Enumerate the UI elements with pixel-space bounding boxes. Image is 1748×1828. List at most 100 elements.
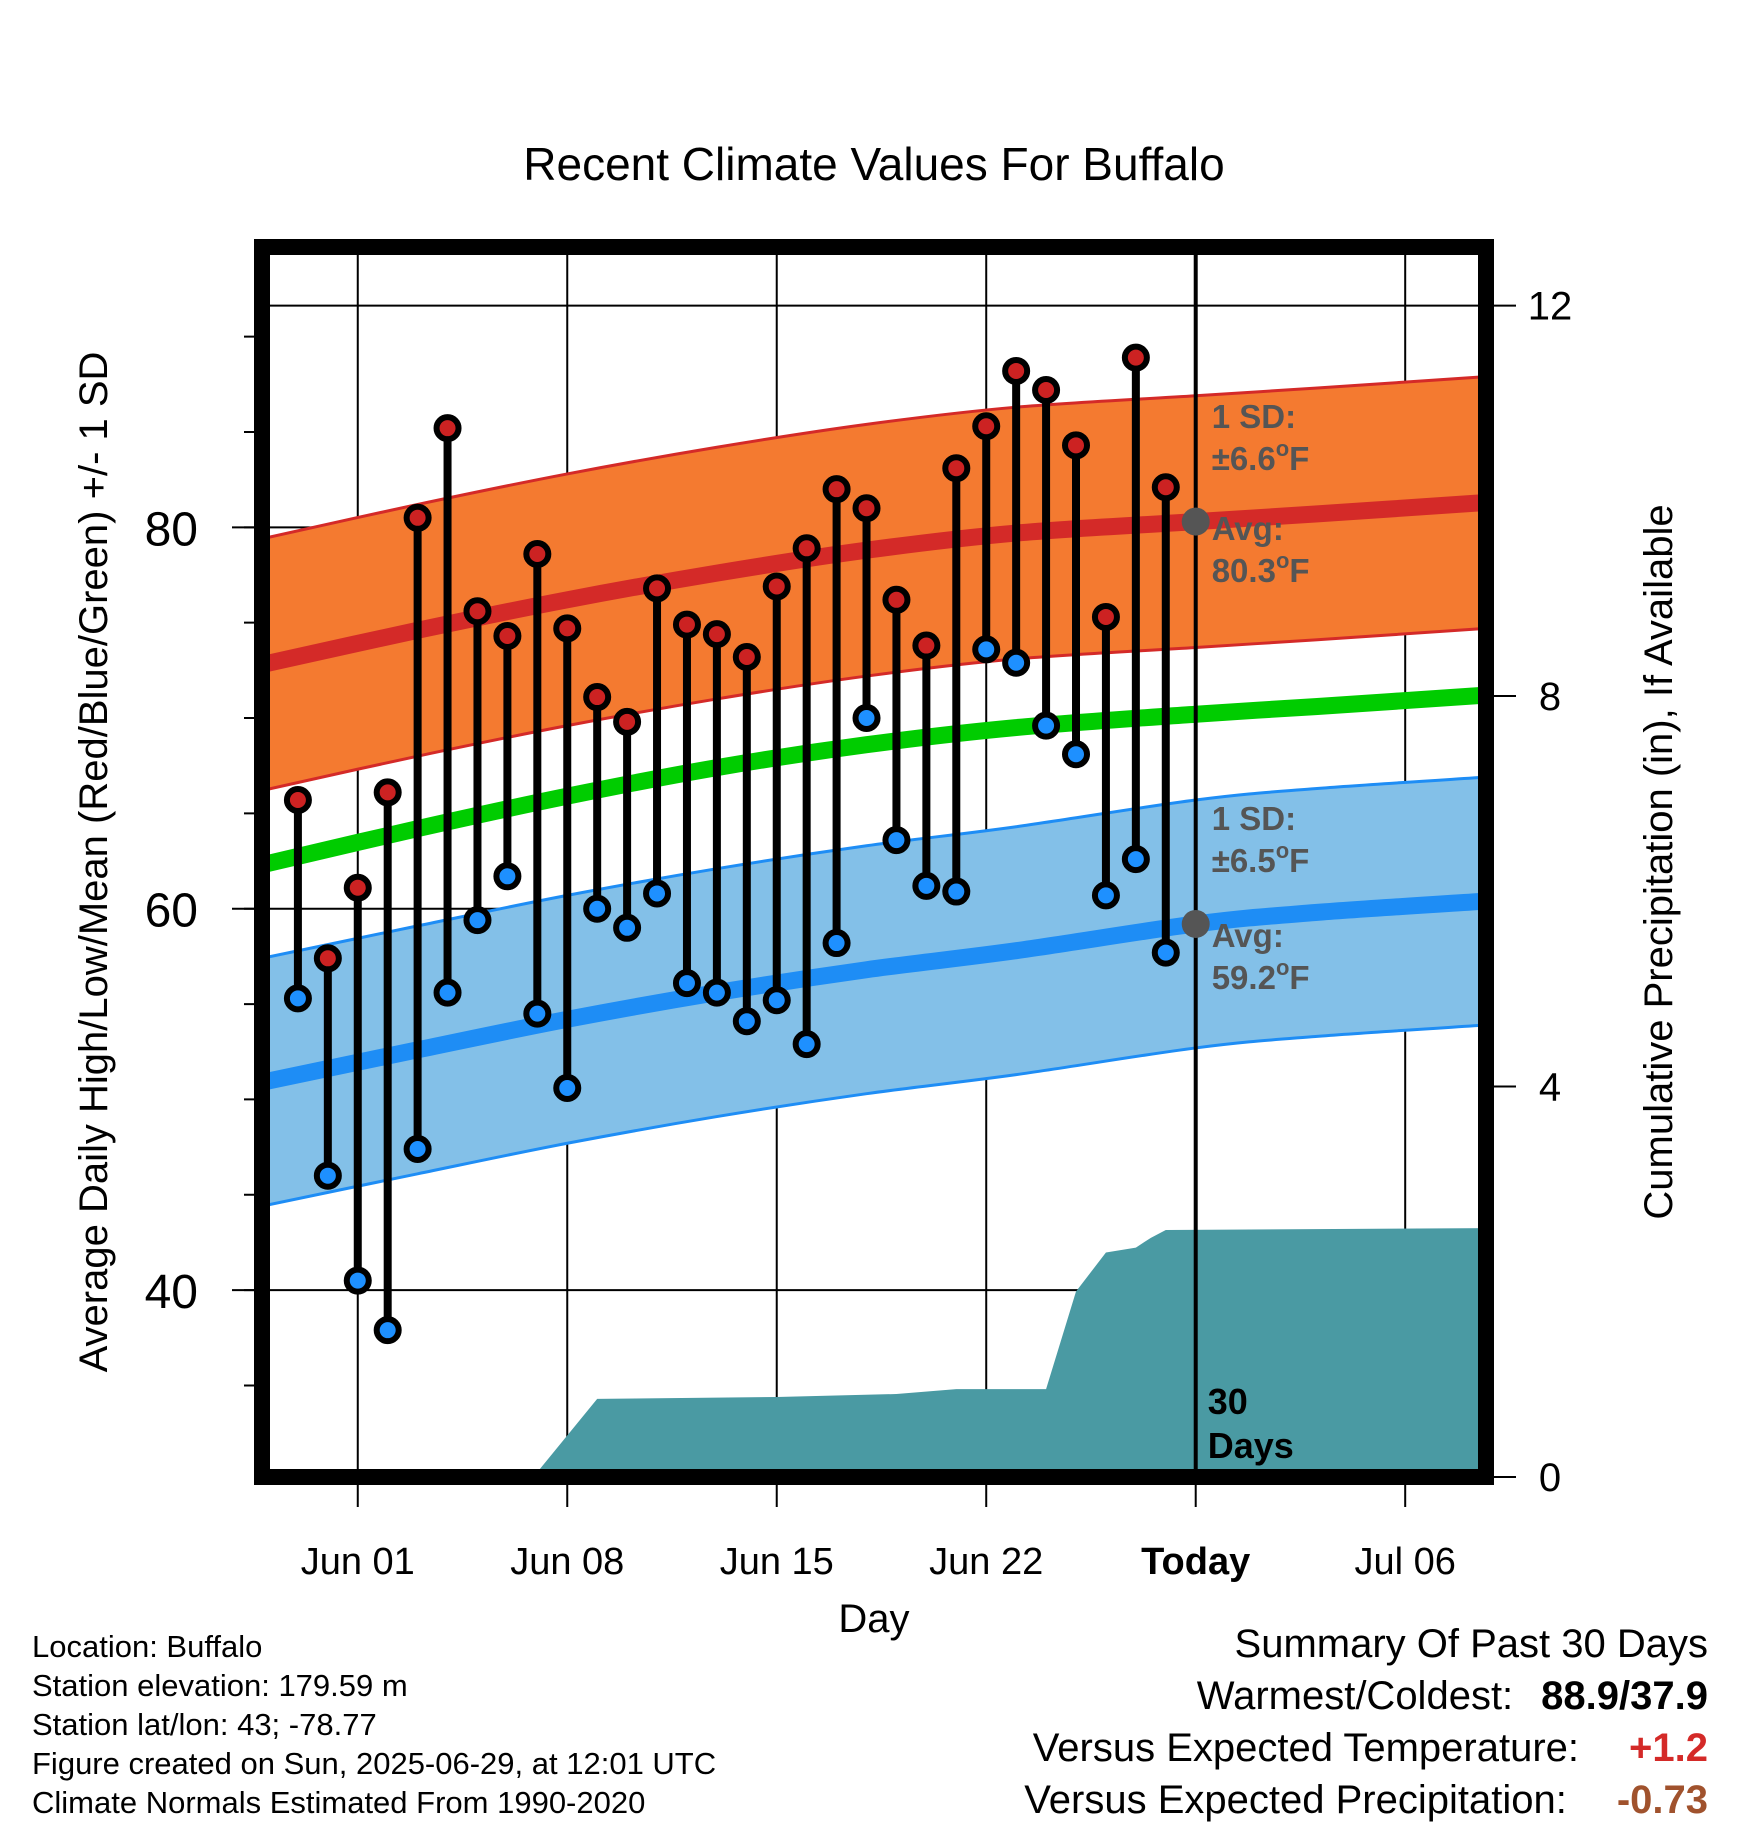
mean-average-line — [262, 686, 1486, 874]
axes: 40 60 80 0 4 8 12 Jun 01 Jun 08 Jun 15 Jun 22 Today… — [145, 285, 1573, 1583]
daily-marks — [283, 343, 1180, 1345]
precipitation-area — [262, 1228, 1486, 1477]
daily-high-point — [1062, 431, 1091, 460]
high-avg-annotation-degree: o — [1276, 548, 1289, 573]
low-sd-annotation-line1: 1 SD: — [1212, 800, 1296, 837]
daily-low-point — [1091, 881, 1120, 910]
high-sd-annotation-line1: 1 SD: — [1212, 398, 1296, 435]
daily-low-point — [583, 894, 612, 923]
daily-high-point — [1032, 376, 1061, 405]
chart-title: Recent Climate Values For Buffalo — [523, 138, 1224, 190]
daily-high-point — [493, 622, 522, 651]
high-sd-annotation-unit: F — [1289, 440, 1309, 477]
daily-high-point — [343, 873, 372, 902]
y-axis-label: Average Daily High/Low/Mean (Red/Blue/Gr… — [72, 352, 116, 1373]
daily-low-point — [493, 862, 522, 891]
daily-high-point — [942, 454, 971, 483]
daily-high-point — [553, 614, 582, 643]
daily-low-point — [313, 1161, 342, 1190]
summary-title: Summary Of Past 30 Days — [1234, 1622, 1708, 1666]
today-high-average-marker — [1181, 507, 1210, 536]
temp-value: +1.2 — [1629, 1726, 1708, 1770]
temp-label: Versus Expected Temperature: — [1032, 1726, 1580, 1770]
created-text: Figure created on Sun, 2025-06-29, at 12… — [32, 1746, 717, 1781]
daily-low-point — [852, 704, 881, 733]
high-avg-annotation-line1: Avg: — [1212, 510, 1284, 547]
daily-high-point — [732, 643, 761, 671]
high-avg-annotation-unit: F — [1289, 552, 1309, 589]
daily-low-point — [762, 986, 791, 1015]
daily-low-point — [882, 826, 911, 855]
daily-high-point — [433, 414, 462, 443]
daily-low-point — [702, 978, 731, 1007]
high-sd-annotation-line2: ±6.6oF — [1212, 436, 1310, 477]
daily-low-point — [613, 913, 642, 942]
x-tick-label: Today — [1141, 1541, 1250, 1583]
daily-low-point — [972, 635, 1001, 664]
today-low-average-marker — [1181, 909, 1210, 938]
daily-high-point — [882, 585, 911, 614]
low-average-line — [262, 892, 1486, 1091]
daily-high-point — [283, 786, 312, 815]
precip-label: Versus Expected Precipitation: — [1024, 1778, 1567, 1822]
daily-low-point — [373, 1316, 402, 1345]
daily-high-point — [972, 412, 1001, 441]
y2-axis-label: Cumulative Precipitation (in), If Availa… — [1637, 504, 1681, 1219]
low-sd-annotation-degree: o — [1276, 838, 1289, 863]
daily-high-point — [672, 610, 701, 639]
daily-low-point — [1032, 711, 1061, 740]
low-avg-annotation: Avg:59.2oF — [1212, 917, 1310, 996]
high-sd-annotation-degree: o — [1276, 436, 1289, 461]
x-tick-label: Jun 08 — [510, 1541, 624, 1583]
x-tick-label: Jun 22 — [929, 1541, 1043, 1583]
daily-low-point — [942, 877, 971, 906]
daily-high-point — [702, 620, 731, 649]
y2-tick-label: 12 — [1528, 285, 1573, 329]
daily-low-point — [553, 1073, 582, 1102]
daily-low-point — [732, 1007, 761, 1036]
daily-high-point — [463, 597, 492, 626]
summary-temperature: Versus Expected Temperature: +1.2 — [1033, 1726, 1708, 1771]
daily-high-point — [762, 572, 791, 601]
daily-low-point — [1002, 648, 1031, 677]
daily-low-point — [1062, 740, 1091, 769]
daily-low-point — [523, 999, 552, 1028]
daily-high-point — [613, 707, 642, 736]
y-tick-label: 60 — [145, 885, 198, 938]
daily-low-point — [672, 969, 701, 998]
daily-high-point — [583, 683, 612, 712]
precip-value: -0.73 — [1616, 1778, 1708, 1822]
x-tick-label: Jul 06 — [1354, 1541, 1455, 1583]
y2-tick-label: 0 — [1539, 1456, 1561, 1500]
low-sd-annotation: 1 SD:±6.5oF — [1212, 800, 1310, 879]
latlon-text: Station lat/lon: 43; -78.77 — [32, 1707, 377, 1742]
daily-low-point — [822, 929, 851, 958]
daily-low-point — [463, 906, 492, 935]
high-sd-upper-line — [262, 375, 1486, 541]
summary-precipitation: Versus Expected Precipitation: -0.73 — [1024, 1778, 1708, 1823]
high-avg-annotation: Avg:80.3oF — [1212, 510, 1310, 589]
daily-high-point — [1121, 343, 1150, 372]
x-tick-label: Jun 15 — [720, 1541, 834, 1583]
plot-frame — [254, 239, 1494, 1485]
daily-low-point — [1151, 938, 1180, 967]
daily-high-point — [643, 574, 672, 603]
daily-low-point — [912, 871, 941, 900]
high-sd-annotation: 1 SD:±6.6oF — [1212, 398, 1310, 477]
daily-high-point — [1091, 602, 1120, 631]
warm-cold-label: Warmest/Coldest: — [1196, 1674, 1514, 1718]
daily-low-point — [403, 1135, 432, 1163]
normals-text: Climate Normals Estimated From 1990-2020 — [32, 1785, 646, 1820]
daily-low-point — [433, 978, 462, 1007]
daily-low-point — [343, 1266, 372, 1295]
daily-high-point — [852, 494, 881, 523]
daily-high-point — [373, 778, 402, 807]
y-tick-label: 40 — [145, 1266, 198, 1319]
daily-high-point — [523, 540, 552, 569]
days-annotation-line1: 30 — [1208, 1381, 1248, 1422]
daily-high-point — [912, 631, 941, 660]
y2-tick-label: 4 — [1539, 1066, 1561, 1110]
x-axis-label: Day — [838, 1597, 909, 1641]
summary-warm-cold: Warmest/Coldest: 88.9/37.9 — [1197, 1674, 1708, 1719]
